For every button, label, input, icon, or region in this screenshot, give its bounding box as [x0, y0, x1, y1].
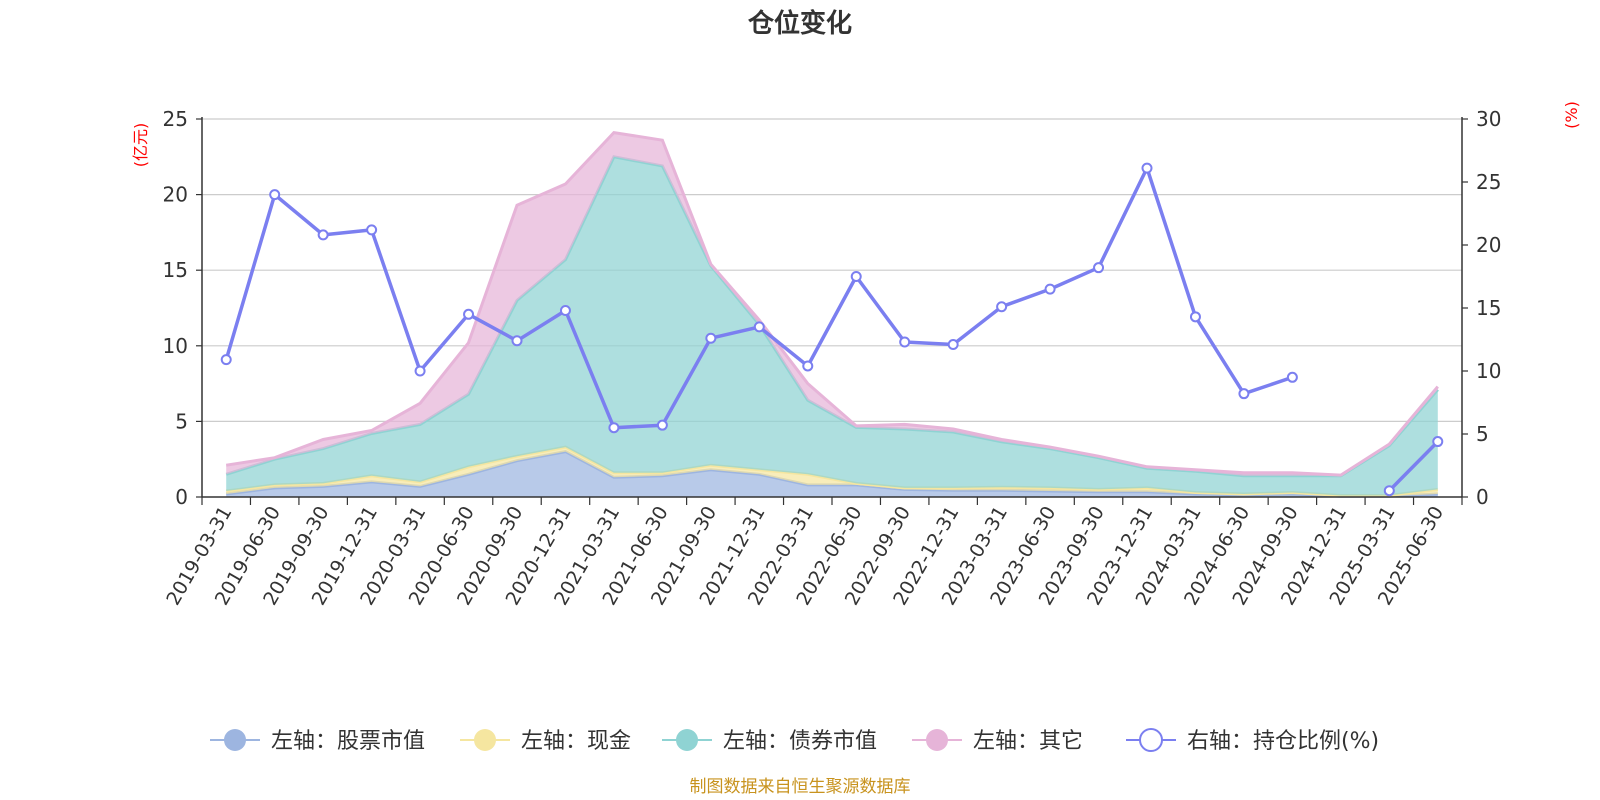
legend-item[interactable]: 右轴：持仓比例(%) [1126, 728, 1379, 754]
ratio-point[interactable] [947, 339, 959, 351]
ratio-point[interactable] [269, 189, 281, 201]
ratio-point[interactable] [899, 336, 911, 348]
ratio-point[interactable] [559, 305, 571, 317]
ratio-point[interactable] [705, 332, 717, 344]
area-fill [226, 132, 1438, 476]
left-axis-tick-label: 0 [175, 485, 188, 509]
ratio-point[interactable] [1383, 485, 1395, 497]
legend-label: 左轴：其它 [973, 729, 1083, 754]
legend-circle-marker [1139, 728, 1163, 752]
right-axis-tick-label: 30 [1476, 107, 1501, 131]
ratio-point[interactable] [753, 321, 765, 333]
ratio-point[interactable] [1189, 311, 1201, 323]
right-axis-tick-label: 5 [1476, 422, 1489, 446]
left-axis-unit: (亿元) [131, 123, 150, 168]
ratio-point[interactable] [220, 354, 232, 366]
legend-circle-marker [676, 729, 698, 751]
legend-circle-marker [474, 729, 496, 751]
legend-label: 左轴：债券市值 [723, 729, 877, 754]
right-axis-unit: (%) [1562, 101, 1581, 129]
area-fill [226, 447, 1438, 497]
right-axis-tick-label: 0 [1476, 485, 1489, 509]
area-fill [226, 156, 1438, 496]
area-edge-line [225, 130, 1439, 477]
legend-label: 左轴：现金 [521, 729, 631, 754]
ratio-point[interactable] [1093, 262, 1105, 274]
ratio-point[interactable] [1141, 162, 1153, 174]
ratio-point[interactable] [996, 301, 1008, 313]
chart-title: 仓位变化 [747, 8, 852, 39]
legend-item[interactable]: 左轴：其它 [912, 729, 1083, 754]
ratio-point[interactable] [463, 308, 475, 320]
ratio-point[interactable] [656, 419, 668, 431]
area-series [225, 130, 1439, 498]
legend-label: 右轴：持仓比例(%) [1187, 729, 1379, 754]
left-axis-tick-label: 25 [163, 107, 188, 131]
left-axis-tick-label: 5 [175, 409, 188, 433]
ratio-point[interactable] [802, 360, 814, 372]
ratio-point[interactable] [1286, 371, 1298, 383]
legend-circle-marker [926, 729, 948, 751]
axes: 05101520250510152025302019-03-312019-06-… [162, 107, 1501, 609]
grid-lines [202, 118, 1462, 422]
ratio-point[interactable] [608, 422, 620, 434]
area-fill [226, 451, 1438, 497]
ratio-line-series [220, 162, 1444, 497]
right-axis-tick-label: 20 [1476, 233, 1501, 257]
legend: 左轴：股票市值 左轴：现金 左轴：债券市值 左轴：其它 右轴：持仓比例(%) [210, 728, 1379, 754]
left-axis-tick-label: 10 [163, 334, 188, 358]
left-axis-tick-label: 15 [163, 258, 188, 282]
right-axis-tick-label: 15 [1476, 296, 1501, 320]
ratio-point[interactable] [366, 224, 378, 236]
legend-circle-marker [224, 729, 246, 751]
left-axis-tick-label: 20 [163, 183, 188, 207]
right-axis-tick-label: 10 [1476, 359, 1501, 383]
ratio-point[interactable] [850, 271, 862, 282]
data-source-note: 制图数据来自恒生聚源数据库 [690, 777, 911, 797]
ratio-point[interactable] [1044, 283, 1056, 295]
legend-label: 左轴：股票市值 [271, 729, 425, 754]
legend-item[interactable]: 左轴：现金 [460, 729, 631, 754]
ratio-point[interactable] [414, 365, 426, 377]
ratio-point[interactable] [511, 335, 523, 347]
ratio-point[interactable] [1432, 436, 1444, 448]
legend-item[interactable]: 左轴：债券市值 [662, 729, 877, 754]
ratio-point[interactable] [317, 229, 329, 241]
ratio-point[interactable] [1238, 388, 1250, 400]
right-axis-tick-label: 25 [1476, 170, 1501, 194]
legend-item[interactable]: 左轴：股票市值 [210, 729, 425, 754]
